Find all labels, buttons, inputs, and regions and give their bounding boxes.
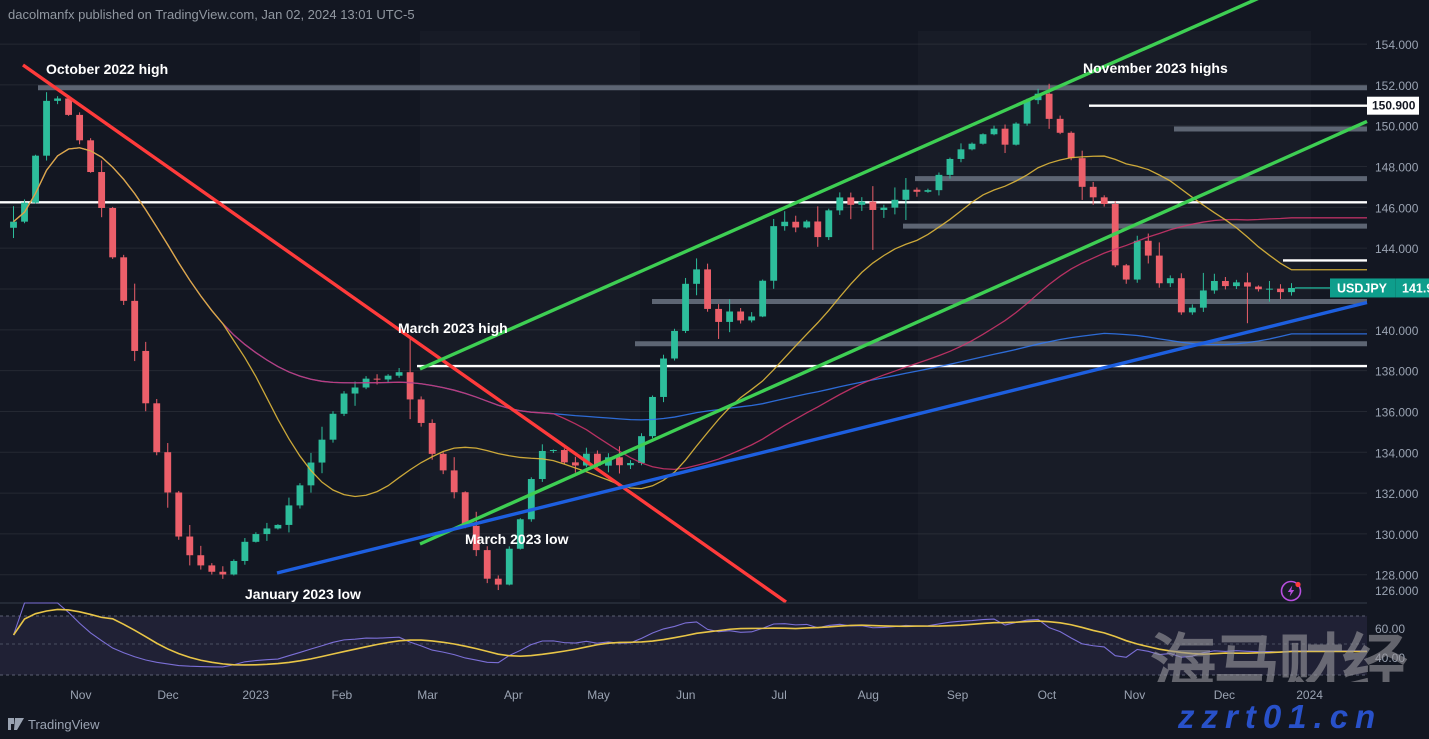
svg-text:Mar: Mar — [417, 688, 438, 702]
svg-text:126.000: 126.000 — [1375, 584, 1419, 598]
svg-text:152.000: 152.000 — [1375, 79, 1419, 93]
svg-text:November 2023 highs: November 2023 highs — [1083, 60, 1228, 76]
svg-text:Dec: Dec — [157, 688, 178, 702]
svg-text:138.000: 138.000 — [1375, 365, 1419, 379]
svg-text:Jul: Jul — [771, 688, 786, 702]
svg-text:Jun: Jun — [676, 688, 695, 702]
svg-text:May: May — [587, 688, 610, 702]
svg-text:Apr: Apr — [504, 688, 523, 702]
svg-text:154.000: 154.000 — [1375, 38, 1419, 52]
svg-text:140.000: 140.000 — [1375, 324, 1419, 338]
svg-text:144.000: 144.000 — [1375, 242, 1419, 256]
svg-text:146.000: 146.000 — [1375, 201, 1419, 215]
svg-text:128.000: 128.000 — [1375, 569, 1419, 583]
svg-text:January 2023 low: January 2023 low — [245, 586, 361, 602]
svg-text:150.900: 150.900 — [1372, 99, 1416, 113]
svg-text:130.000: 130.000 — [1375, 528, 1419, 542]
svg-text:Oct: Oct — [1038, 688, 1057, 702]
svg-text:Nov: Nov — [70, 688, 91, 702]
svg-text:2023: 2023 — [242, 688, 269, 702]
svg-text:Aug: Aug — [858, 688, 879, 702]
svg-text:March 2023 high: March 2023 high — [398, 320, 508, 336]
svg-text:132.000: 132.000 — [1375, 487, 1419, 501]
svg-text:134.000: 134.000 — [1375, 446, 1419, 460]
svg-text:Sep: Sep — [947, 688, 969, 702]
svg-text:March 2023 low: March 2023 low — [465, 531, 569, 547]
svg-text:136.000: 136.000 — [1375, 405, 1419, 419]
svg-text:40.00: 40.00 — [1375, 651, 1405, 665]
svg-text:150.000: 150.000 — [1375, 120, 1419, 134]
svg-text:USDJPY: USDJPY — [1337, 281, 1388, 295]
svg-text:Nov: Nov — [1124, 688, 1145, 702]
svg-text:October 2022 high: October 2022 high — [46, 61, 168, 77]
svg-text:60.00: 60.00 — [1375, 622, 1405, 636]
svg-text:Feb: Feb — [332, 688, 353, 702]
svg-text:148.000: 148.000 — [1375, 161, 1419, 175]
svg-text:141.970: 141.970 — [1402, 281, 1429, 295]
